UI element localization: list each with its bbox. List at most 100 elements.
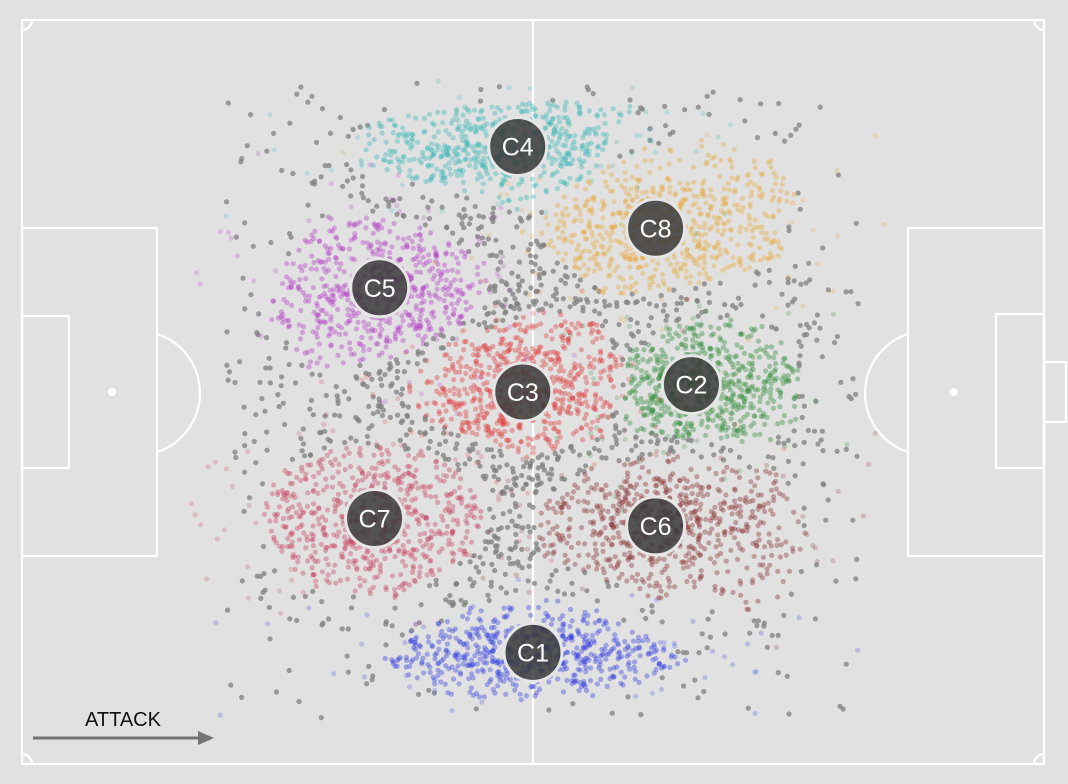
scatter-point-c5 — [437, 382, 443, 388]
scatter-point-c3 — [607, 404, 613, 410]
scatter-point-c6 — [561, 501, 567, 507]
scatter-point-c6 — [607, 491, 613, 497]
scatter-point-c5 — [296, 247, 302, 253]
scatter-point-c2 — [698, 341, 705, 347]
boundary-point — [770, 455, 776, 461]
scatter-point-c6 — [755, 598, 761, 604]
scatter-point-c2 — [740, 427, 746, 433]
scatter-point-c5 — [432, 292, 438, 298]
scatter-point-c4 — [472, 123, 478, 129]
scatter-point-c3 — [485, 433, 491, 439]
scatter-point-c5 — [313, 266, 319, 272]
scatter-point-c6 — [730, 589, 736, 596]
scatter-point-c1 — [392, 663, 398, 670]
scatter-point-c5 — [455, 260, 461, 266]
scatter-point-c5 — [322, 259, 328, 265]
scatter-point-c6 — [561, 536, 567, 542]
scatter-point-c4 — [577, 111, 583, 117]
scatter-point-c7 — [313, 481, 319, 487]
scatter-point-c7 — [261, 511, 267, 517]
scatter-point-c4 — [447, 166, 453, 172]
scatter-point-c7 — [422, 554, 428, 560]
scatter-point-c4 — [586, 169, 592, 176]
scatter-point-c2 — [673, 432, 679, 438]
boundary-point — [531, 580, 538, 586]
scatter-point-c3 — [571, 365, 577, 371]
scatter-point-c3 — [557, 410, 563, 416]
scatter-point-c4 — [616, 111, 623, 117]
scatter-point-c5 — [340, 284, 347, 290]
scatter-point-c1 — [616, 654, 622, 660]
boundary-point — [302, 593, 308, 600]
boundary-point — [843, 289, 849, 295]
scatter-point-c2 — [781, 412, 788, 419]
scatter-point-c3 — [575, 372, 581, 378]
scatter-point-c3 — [653, 424, 659, 430]
scatter-point-c7 — [379, 459, 385, 465]
scatter-point-c7 — [395, 475, 401, 481]
scatter-point-c3 — [558, 379, 564, 385]
scatter-point-c1 — [624, 653, 630, 659]
scatter-point-c2 — [745, 388, 751, 394]
scatter-point-c4 — [566, 118, 572, 124]
boundary-point — [416, 620, 422, 626]
scatter-point-c2 — [767, 391, 773, 397]
scatter-point-c6 — [699, 573, 705, 579]
boundary-point — [491, 467, 497, 473]
scatter-point-c1 — [569, 637, 575, 643]
scatter-point-c3 — [474, 431, 480, 438]
scatter-point-c4 — [566, 122, 573, 128]
scatter-point-c2 — [646, 373, 652, 379]
boundary-point — [286, 361, 292, 368]
scatter-point-c4 — [386, 117, 392, 123]
scatter-point-c7 — [303, 545, 309, 551]
boundary-point — [603, 455, 609, 461]
scatter-point-c3 — [416, 404, 422, 410]
scatter-point-c1 — [438, 679, 444, 685]
boundary-point — [309, 180, 315, 186]
right-penalty-arc — [863, 332, 909, 454]
boundary-point — [834, 333, 841, 340]
boundary-point — [359, 190, 365, 196]
scatter-point-c5 — [455, 269, 461, 275]
scatter-point-c3 — [569, 384, 576, 391]
scatter-point-c6 — [665, 451, 671, 457]
boundary-point — [287, 120, 293, 126]
boundary-point — [818, 437, 824, 443]
scatter-point-c2 — [735, 403, 741, 409]
boundary-point — [258, 595, 264, 602]
scatter-point-c2 — [735, 360, 741, 366]
scatter-point-c5 — [345, 312, 351, 318]
scatter-point-c5 — [310, 285, 316, 291]
scatter-point-c4 — [562, 103, 568, 109]
scatter-point-c4 — [468, 126, 474, 132]
scatter-point-c6 — [802, 530, 808, 536]
scatter-point-c7 — [516, 538, 523, 544]
scatter-point-c3 — [593, 398, 599, 404]
scatter-point-c2 — [720, 344, 726, 351]
scatter-point-c2 — [717, 405, 724, 411]
scatter-point-c4 — [401, 154, 407, 160]
scatter-point-c6 — [553, 509, 559, 515]
scatter-point-c6 — [680, 565, 687, 571]
scatter-point-c4 — [400, 159, 406, 165]
scatter-point-c7 — [458, 500, 464, 506]
scatter-point-c1 — [581, 613, 587, 619]
boundary-point — [333, 384, 339, 390]
scatter-point-c1 — [657, 639, 663, 646]
scatter-point-c1 — [653, 597, 660, 603]
scatter-point-c7 — [405, 470, 411, 476]
scatter-point-c6 — [637, 474, 643, 481]
scatter-point-c3 — [452, 406, 458, 412]
boundary-point — [357, 124, 363, 130]
scatter-point-c2 — [688, 420, 695, 426]
scatter-point-c5 — [411, 284, 417, 290]
scatter-point-c3 — [608, 377, 614, 383]
scatter-point-c2 — [652, 392, 658, 398]
scatter-point-c1 — [494, 631, 500, 637]
boundary-point — [278, 383, 284, 389]
scatter-point-c3 — [415, 402, 421, 408]
scatter-point-c4 — [446, 131, 452, 137]
scatter-point-c5 — [432, 272, 438, 278]
scatter-point-c6 — [568, 544, 575, 551]
